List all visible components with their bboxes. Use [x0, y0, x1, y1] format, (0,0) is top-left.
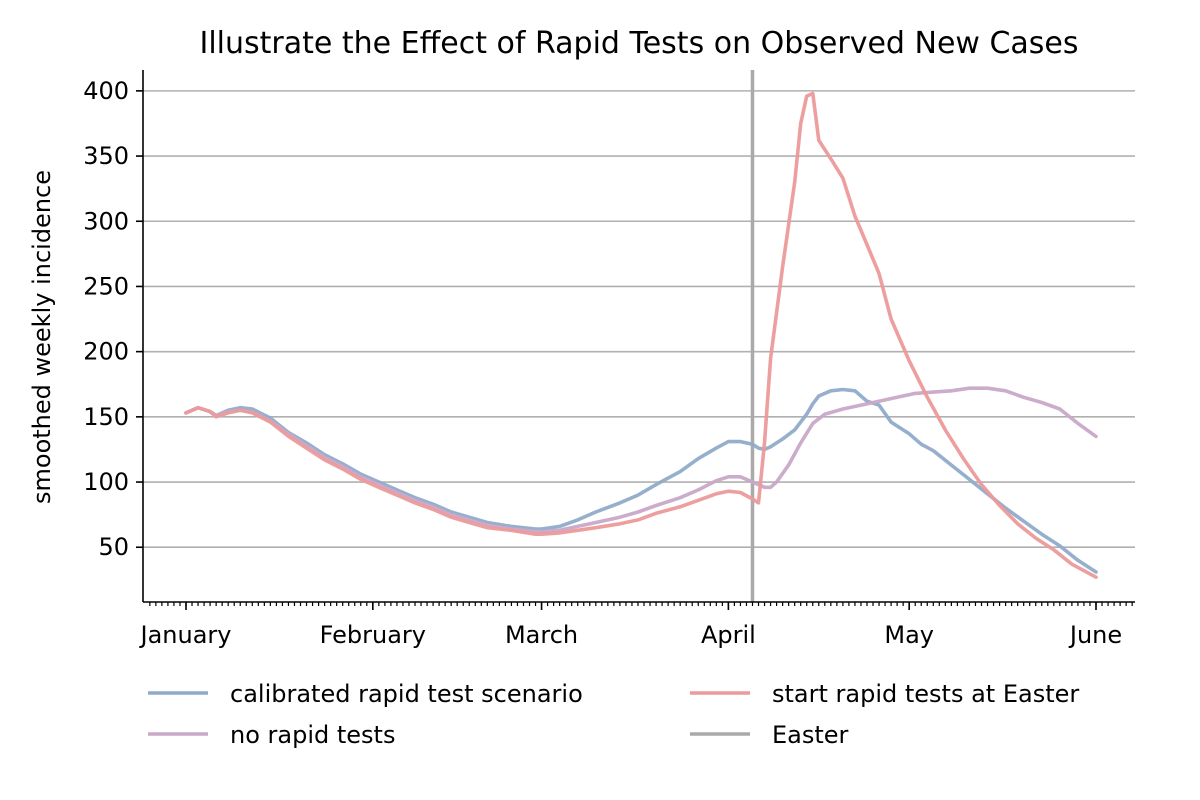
y-tick-label: 150	[83, 403, 129, 431]
series-line-calibrated-rapid-test-scenario	[184, 387, 1098, 574]
x-ticks: January February March April May June	[139, 602, 1133, 649]
legend-label-calibrated-rapid-test-scenario: calibrated rapid test scenario	[230, 680, 583, 708]
series-line-start-rapid-tests-at-easter	[184, 91, 1098, 580]
y-tick-label: 300	[83, 207, 129, 235]
series-line-no-rapid-tests	[184, 386, 1098, 534]
y-gridlines	[143, 90, 1135, 549]
legend-label-start-rapid-tests-at-easter: start rapid tests at Easter	[772, 680, 1079, 708]
y-tick-label: 100	[83, 468, 129, 496]
y-tick-label: 400	[83, 77, 129, 105]
x-tick-label: April	[701, 621, 756, 649]
x-tick-label: May	[884, 621, 934, 649]
y-tick-label: 250	[83, 272, 129, 300]
y-tick-label: 200	[83, 338, 129, 366]
chart-title: Illustrate the Effect of Rapid Tests on …	[199, 26, 1078, 61]
legend: calibrated rapid test scenario start rapi…	[148, 680, 1079, 749]
series-lines	[184, 91, 1098, 580]
y-tick-label: 50	[98, 533, 129, 561]
x-tick-label: June	[1068, 621, 1122, 649]
y-tick-label: 350	[83, 142, 129, 170]
x-tick-label: February	[320, 621, 426, 649]
legend-label-no-rapid-tests: no rapid tests	[230, 721, 395, 749]
x-tick-label: January	[139, 621, 232, 649]
axes	[142, 70, 1135, 603]
y-ticks: 50 100 150 200 250 300 350 400	[83, 77, 143, 561]
legend-label-easter: Easter	[772, 721, 849, 749]
y-axis-label: smoothed weekly incidence	[28, 170, 56, 504]
x-tick-label: March	[505, 621, 578, 649]
